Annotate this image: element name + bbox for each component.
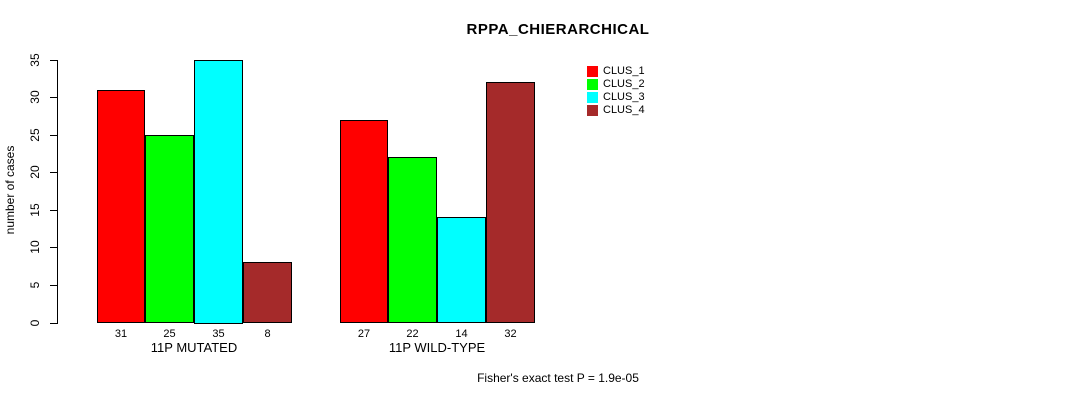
y-tick-label: 30	[28, 90, 42, 104]
y-tick-label: 10	[28, 240, 42, 255]
legend-swatch-clus_1	[587, 66, 598, 77]
fisher-test-annotation: Fisher's exact test P = 1.9e-05	[477, 371, 639, 385]
y-tick-label: 5	[28, 281, 42, 289]
y-tick-label: 25	[28, 127, 42, 142]
bar-clus_1-2	[340, 119, 388, 324]
bar-clus_2-2	[388, 157, 437, 324]
bar-value-label: 27	[357, 328, 371, 340]
y-tick-label: 35	[28, 52, 42, 67]
bar-value-label: 8	[264, 328, 271, 340]
legend-swatch-clus_2	[587, 79, 598, 90]
y-tick-label: 0	[28, 319, 42, 326]
bar-value-label: 31	[114, 328, 128, 340]
y-axis-line	[57, 59, 58, 324]
category-label: 11P WILD-TYPE	[388, 340, 486, 355]
y-tick-label: 20	[28, 165, 42, 179]
y-axis-label: number of cases	[3, 145, 17, 235]
bar-value-label: 22	[406, 328, 419, 340]
y-tick-mark	[50, 209, 57, 211]
y-tick-mark	[50, 97, 57, 99]
bar-clus_3-2	[437, 217, 486, 324]
y-tick-mark	[50, 322, 57, 324]
chart-title: RPPA_CHIERARCHICAL	[466, 21, 650, 38]
bar-clus_3-1	[194, 59, 243, 324]
y-tick-mark	[50, 134, 57, 136]
legend-swatch-clus_4	[587, 105, 598, 116]
bar-clus_4-2	[486, 82, 535, 324]
bar-clus_2-1	[145, 134, 194, 324]
bar-clus_1-1	[97, 89, 145, 324]
legend-label: CLUS_1	[603, 65, 645, 77]
bar-value-label: 14	[455, 328, 468, 340]
bar-value-label: 25	[163, 328, 176, 340]
bar-clus_4-1	[243, 262, 292, 324]
y-tick-mark	[50, 284, 57, 286]
legend-label: CLUS_4	[603, 104, 645, 116]
bar-value-label: 32	[504, 328, 517, 340]
y-tick-mark	[50, 59, 57, 61]
bar-value-label: 35	[212, 328, 225, 340]
y-tick-mark	[50, 172, 57, 174]
y-tick-mark	[50, 247, 57, 249]
category-label: 11P MUTATED	[150, 340, 238, 355]
legend-label: CLUS_2	[603, 78, 645, 90]
legend-label: CLUS_3	[603, 91, 645, 103]
legend-swatch-clus_3	[587, 92, 598, 103]
y-tick-label: 15	[28, 203, 42, 217]
